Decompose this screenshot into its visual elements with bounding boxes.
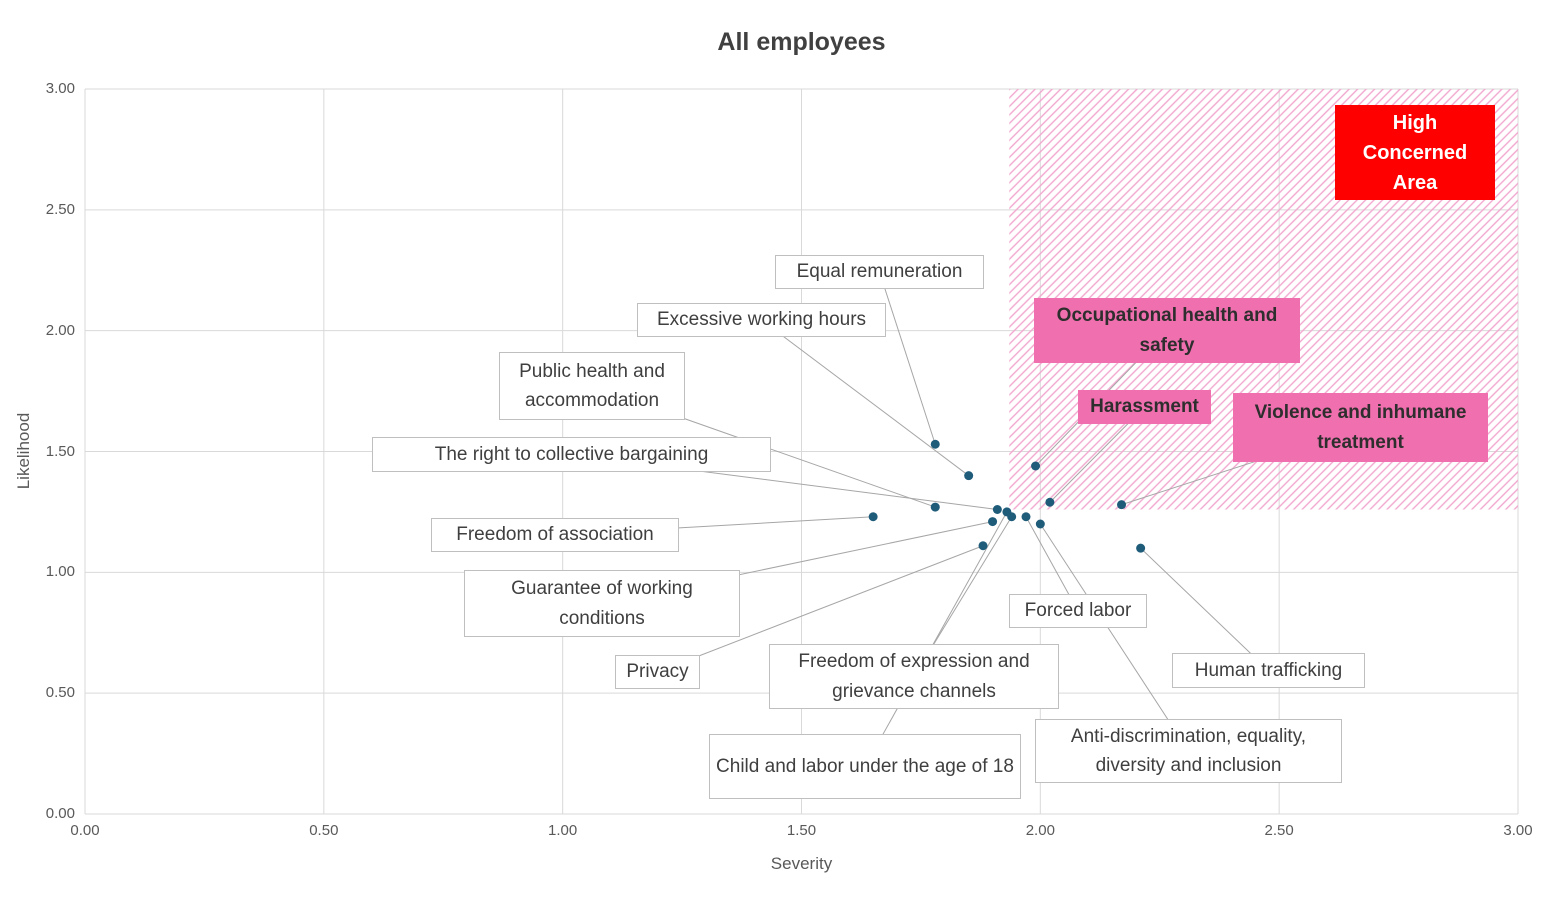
y-tick-label: 2.50 [45,200,75,218]
leader-line [1140,547,1269,671]
point-label: Occupational health and safety [1034,298,1300,363]
point-label: Forced labor [1009,594,1147,628]
y-tick-label: 1.00 [45,563,75,581]
point-label: Human trafficking [1172,653,1365,688]
point-label: Anti-discrimination, equality, diversity… [1035,719,1342,783]
data-point [1021,512,1031,522]
point-label: Excessive working hours [637,303,886,337]
leader-line [657,545,984,673]
data-point [978,541,988,551]
x-tick-label: 1.00 [548,822,578,839]
point-label: Freedom of association [431,518,679,552]
data-point [1035,519,1045,529]
point-label: Child and labor under the age of 18 [709,734,1021,799]
data-point [1007,512,1017,522]
data-point [964,471,974,481]
x-tick-label: 1.50 [786,822,817,839]
x-tick-label: 2.50 [1264,822,1294,839]
point-label: Harassment [1078,390,1211,424]
point-label: Violence and inhumane treatment [1233,393,1488,462]
y-tick-label: 3.00 [45,80,75,97]
data-point [930,502,940,512]
data-point [930,439,940,449]
y-tick-label: 0.50 [45,684,75,702]
data-point [988,517,998,527]
data-point [868,512,878,522]
leader-line [761,319,969,477]
chart-title: All employees [717,28,886,56]
y-tick-label: 1.50 [45,442,75,460]
point-label: Equal remuneration [775,255,984,289]
high-concerned-area-label: High Concerned Area [1335,105,1495,200]
point-label: Privacy [615,655,700,689]
x-axis-title: Severity [770,854,833,873]
data-point [1045,497,1055,507]
x-tick-label: 2.00 [1025,822,1055,839]
x-tick-label: 0.50 [309,822,339,839]
point-label: The right to collective bargaining [372,437,771,472]
data-point [992,505,1002,514]
point-label: Guarantee of working conditions [464,570,740,637]
leader-line [879,271,936,445]
leader-line [1039,523,1189,752]
x-tick-label: 3.00 [1503,822,1533,839]
data-point [1136,543,1146,553]
leader-line [864,511,1008,767]
point-label: Freedom of expression and grievance chan… [769,644,1059,709]
x-tick-label: 0.00 [70,822,100,839]
y-tick-label: 0.00 [45,805,75,822]
data-point [1117,500,1127,510]
point-label: Public health and accommodation [499,352,685,420]
y-tick-label: 2.00 [45,321,75,339]
data-point [1031,461,1041,471]
